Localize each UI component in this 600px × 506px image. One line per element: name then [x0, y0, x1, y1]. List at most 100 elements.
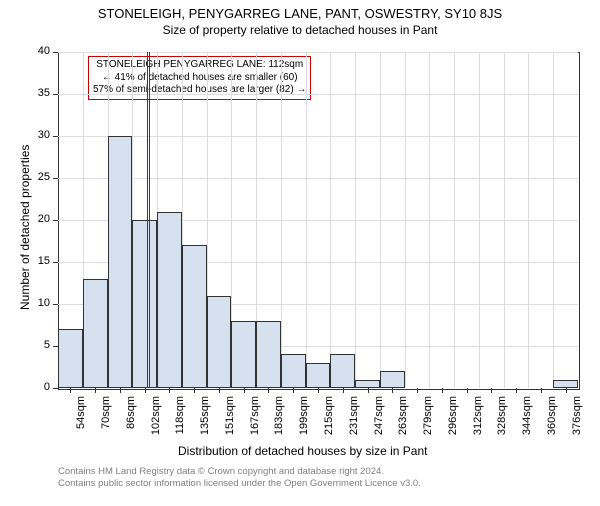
grid-line-h [58, 178, 578, 179]
chart-title-main: STONELEIGH, PENYGARREG LANE, PANT, OSWES… [0, 6, 600, 21]
histogram-bar [108, 136, 133, 388]
x-tick-mark [318, 388, 319, 393]
histogram-bar [306, 363, 331, 388]
y-tick-mark [53, 388, 58, 389]
y-tick-label: 25 [32, 171, 50, 183]
histogram-bar [182, 245, 207, 388]
y-tick-mark [53, 262, 58, 263]
x-tick-label: 151sqm [224, 396, 236, 441]
y-tick-mark [53, 94, 58, 95]
grid-line-h [58, 52, 578, 53]
x-tick-label: 344sqm [521, 396, 533, 441]
x-tick-mark [120, 388, 121, 393]
reference-line [149, 52, 150, 388]
x-tick-label: 247sqm [373, 396, 385, 441]
x-tick-label: 118sqm [174, 396, 186, 441]
grid-line-v [306, 52, 307, 388]
y-tick-label: 40 [32, 45, 50, 57]
grid-line-v [405, 52, 406, 388]
footer-attribution: Contains HM Land Registry data © Crown c… [58, 466, 421, 490]
x-tick-label: 183sqm [273, 396, 285, 441]
x-tick-label: 360sqm [546, 396, 558, 441]
x-tick-mark [244, 388, 245, 393]
x-tick-mark [541, 388, 542, 393]
x-axis-label: Distribution of detached houses by size … [178, 444, 427, 458]
y-tick-label: 35 [32, 87, 50, 99]
chart-container: STONELEIGH, PENYGARREG LANE, PANT, OSWES… [0, 6, 600, 506]
x-tick-mark [95, 388, 96, 393]
histogram-bar [256, 321, 281, 388]
x-tick-label: 167sqm [249, 396, 261, 441]
x-tick-label: 328sqm [496, 396, 508, 441]
x-tick-mark [219, 388, 220, 393]
grid-line-v [281, 52, 282, 388]
grid-line-v [479, 52, 480, 388]
y-tick-label: 0 [32, 381, 50, 393]
x-tick-mark [70, 388, 71, 393]
y-tick-label: 10 [32, 297, 50, 309]
grid-line-v [454, 52, 455, 388]
y-tick-mark [53, 178, 58, 179]
x-tick-mark [169, 388, 170, 393]
histogram-bar [157, 212, 182, 388]
x-tick-label: 263sqm [397, 396, 409, 441]
histogram-bar [330, 354, 355, 388]
footer-line-1: Contains HM Land Registry data © Crown c… [58, 466, 421, 478]
histogram-bar [207, 296, 232, 388]
histogram-bar [281, 354, 306, 388]
grid-line-v [355, 52, 356, 388]
x-tick-mark [491, 388, 492, 393]
y-tick-label: 15 [32, 255, 50, 267]
grid-line-v [528, 52, 529, 388]
x-tick-mark [467, 388, 468, 393]
y-tick-label: 30 [32, 129, 50, 141]
x-tick-label: 54sqm [75, 396, 87, 441]
x-tick-label: 312sqm [472, 396, 484, 441]
histogram-bar [231, 321, 256, 388]
chart-title-sub: Size of property relative to detached ho… [0, 23, 600, 37]
x-tick-label: 135sqm [199, 396, 211, 441]
annotation-line-1: STONELEIGH PENYGARREG LANE: 112sqm [93, 59, 306, 72]
grid-line-v [429, 52, 430, 388]
x-tick-mark [442, 388, 443, 393]
x-tick-label: 376sqm [571, 396, 583, 441]
histogram-bar [380, 371, 405, 388]
x-tick-label: 102sqm [150, 396, 162, 441]
x-tick-mark [194, 388, 195, 393]
x-tick-label: 231sqm [348, 396, 360, 441]
x-tick-label: 86sqm [125, 396, 137, 441]
footer-line-2: Contains public sector information licen… [58, 478, 421, 490]
x-tick-mark [368, 388, 369, 393]
reference-line [147, 52, 148, 388]
x-tick-label: 215sqm [323, 396, 335, 441]
histogram-bar [553, 380, 578, 388]
y-tick-label: 20 [32, 213, 50, 225]
y-tick-mark [53, 52, 58, 53]
x-tick-mark [392, 388, 393, 393]
x-tick-mark [417, 388, 418, 393]
grid-line-v [553, 52, 554, 388]
histogram-bar [355, 380, 380, 388]
y-axis-label: Number of detached properties [18, 145, 32, 310]
x-tick-label: 279sqm [422, 396, 434, 441]
annotation-line-2: ← 41% of detached houses are smaller (60… [93, 72, 306, 85]
x-tick-mark [566, 388, 567, 393]
histogram-bar [58, 329, 83, 388]
histogram-bar [83, 279, 108, 388]
histogram-bar [132, 220, 157, 388]
x-tick-label: 296sqm [447, 396, 459, 441]
grid-line-h [58, 136, 578, 137]
annotation-box: STONELEIGH PENYGARREG LANE: 112sqm ← 41%… [88, 56, 311, 100]
y-tick-label: 5 [32, 339, 50, 351]
x-tick-label: 199sqm [298, 396, 310, 441]
grid-line-h [58, 94, 578, 95]
x-tick-label: 70sqm [100, 396, 112, 441]
y-tick-mark [53, 220, 58, 221]
grid-line-v [504, 52, 505, 388]
x-tick-mark [268, 388, 269, 393]
y-tick-mark [53, 136, 58, 137]
grid-line-v [380, 52, 381, 388]
x-tick-mark [145, 388, 146, 393]
grid-line-v [330, 52, 331, 388]
x-tick-mark [343, 388, 344, 393]
